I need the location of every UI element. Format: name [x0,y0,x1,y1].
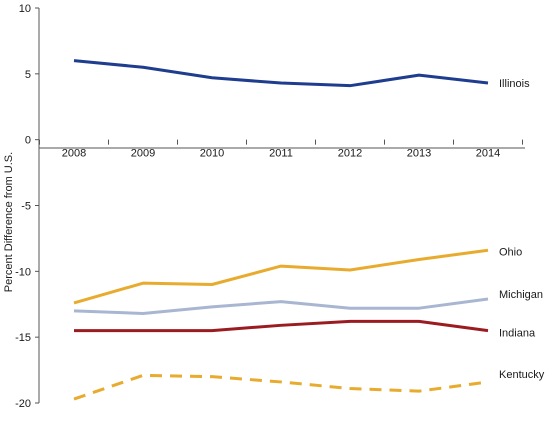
x-tick-label: 2010 [200,148,224,160]
x-tick-label: 2012 [338,148,362,160]
y-tick-label: -10 [15,266,31,278]
series-line-indiana [74,319,489,333]
series-line-michigan [73,297,489,315]
y-tick-label: 5 [25,69,31,81]
y-tick-label: -15 [15,332,31,344]
series-line-illinois [73,59,489,88]
x-axis-ticks: 2008 2009 2010 2011 2012 2013 2014 [39,139,523,160]
x-tick-label: 2013 [407,148,431,160]
x-tick-label: 2009 [131,148,155,160]
series-labels: Illinois Ohio Michigan Indiana Kentucky [499,78,545,381]
y-tick-label: 10 [19,3,31,15]
series-line-kentucky [73,373,489,401]
y-tick-label: -5 [21,201,31,213]
y-axis-title: Percent Difference from U.S. [3,152,15,292]
x-tick-label: 2014 [476,148,500,160]
y-tick-label: -20 [15,398,31,410]
y-tick-label: 0 [25,135,31,147]
series-label-kentucky: Kentucky [499,369,545,381]
series-label-illinois: Illinois [499,78,530,90]
series-line-ohio [73,248,489,305]
series-lines [73,59,489,401]
y-axis-ticks: 10 5 0 -5 -10 -15 -20 [15,3,39,410]
x-tick-label: 2011 [269,148,293,160]
series-label-indiana: Indiana [499,328,536,340]
series-label-michigan: Michigan [499,289,543,301]
series-label-ohio: Ohio [499,246,522,258]
x-tick-label: 2008 [62,148,86,160]
